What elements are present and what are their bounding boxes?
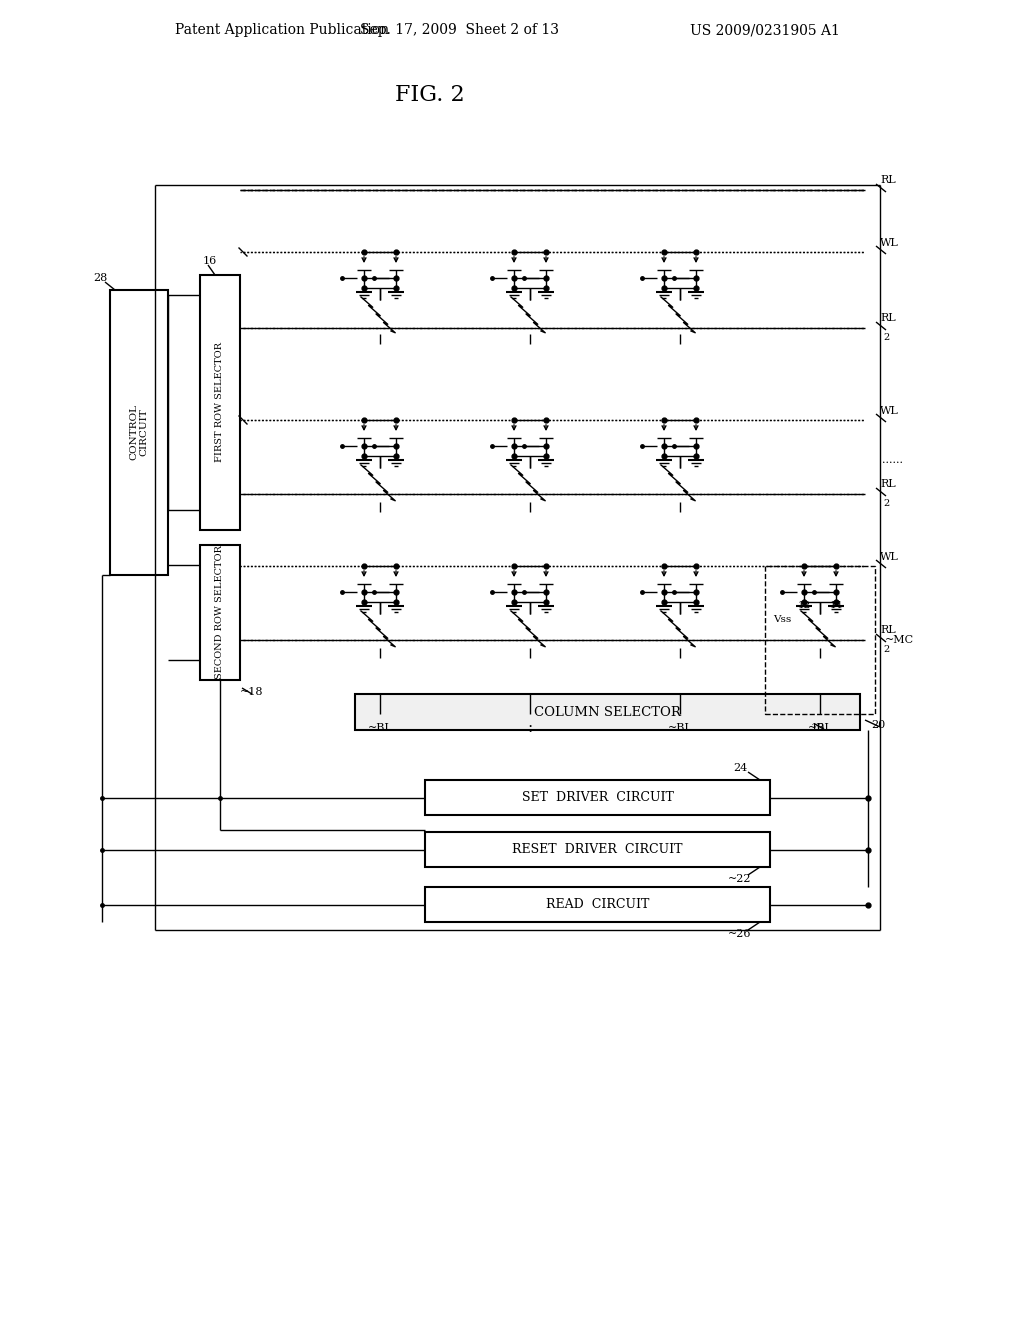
Text: SECOND ROW SELECTOR: SECOND ROW SELECTOR bbox=[215, 545, 224, 680]
Bar bbox=[425, 780, 770, 814]
Bar bbox=[200, 545, 240, 680]
Text: CONTROL
CIRCUIT: CONTROL CIRCUIT bbox=[129, 404, 148, 461]
Text: FIRST ROW SELECTOR: FIRST ROW SELECTOR bbox=[215, 342, 224, 462]
Text: ~26: ~26 bbox=[728, 929, 752, 939]
Text: 28: 28 bbox=[93, 273, 108, 282]
Text: 20: 20 bbox=[870, 719, 885, 730]
Text: 2: 2 bbox=[883, 645, 889, 653]
Text: RESET  DRIVER  CIRCUIT: RESET DRIVER CIRCUIT bbox=[512, 843, 683, 855]
Text: ~22: ~22 bbox=[728, 874, 752, 884]
Text: ~BL: ~BL bbox=[668, 723, 692, 733]
Text: READ  CIRCUIT: READ CIRCUIT bbox=[546, 898, 649, 911]
Text: ~BL: ~BL bbox=[808, 723, 833, 733]
Text: ~BL: ~BL bbox=[368, 723, 392, 733]
Bar bbox=[200, 275, 240, 531]
Text: RL: RL bbox=[880, 176, 896, 185]
Text: WL: WL bbox=[880, 407, 899, 416]
Bar bbox=[425, 887, 770, 921]
Text: ~18: ~18 bbox=[241, 686, 264, 697]
Text: Vss: Vss bbox=[773, 615, 792, 623]
Text: 12: 12 bbox=[798, 601, 811, 610]
Text: WL: WL bbox=[880, 238, 899, 248]
Text: RL: RL bbox=[880, 313, 896, 323]
Text: ~MC: ~MC bbox=[885, 635, 914, 645]
Text: 2: 2 bbox=[883, 333, 889, 342]
Text: RL: RL bbox=[880, 479, 896, 488]
Text: :: : bbox=[527, 721, 532, 735]
Bar bbox=[765, 566, 874, 714]
Text: SET  DRIVER  CIRCUIT: SET DRIVER CIRCUIT bbox=[521, 791, 674, 804]
Text: WL: WL bbox=[880, 552, 899, 562]
Bar bbox=[355, 694, 860, 730]
Text: FIG. 2: FIG. 2 bbox=[395, 84, 465, 106]
Text: 24: 24 bbox=[733, 763, 748, 774]
Text: 16: 16 bbox=[203, 256, 217, 267]
Text: Sep. 17, 2009  Sheet 2 of 13: Sep. 17, 2009 Sheet 2 of 13 bbox=[360, 22, 559, 37]
Text: Patent Application Publication: Patent Application Publication bbox=[175, 22, 389, 37]
Text: US 2009/0231905 A1: US 2009/0231905 A1 bbox=[690, 22, 840, 37]
Bar bbox=[425, 832, 770, 867]
Text: 10: 10 bbox=[811, 723, 825, 733]
Text: 2: 2 bbox=[883, 499, 889, 508]
Text: ......: ...... bbox=[882, 455, 903, 465]
Text: RL: RL bbox=[880, 624, 896, 635]
Bar bbox=[110, 290, 168, 576]
Text: 14: 14 bbox=[829, 601, 843, 610]
Text: COLUMN SELECTOR: COLUMN SELECTOR bbox=[535, 705, 681, 718]
